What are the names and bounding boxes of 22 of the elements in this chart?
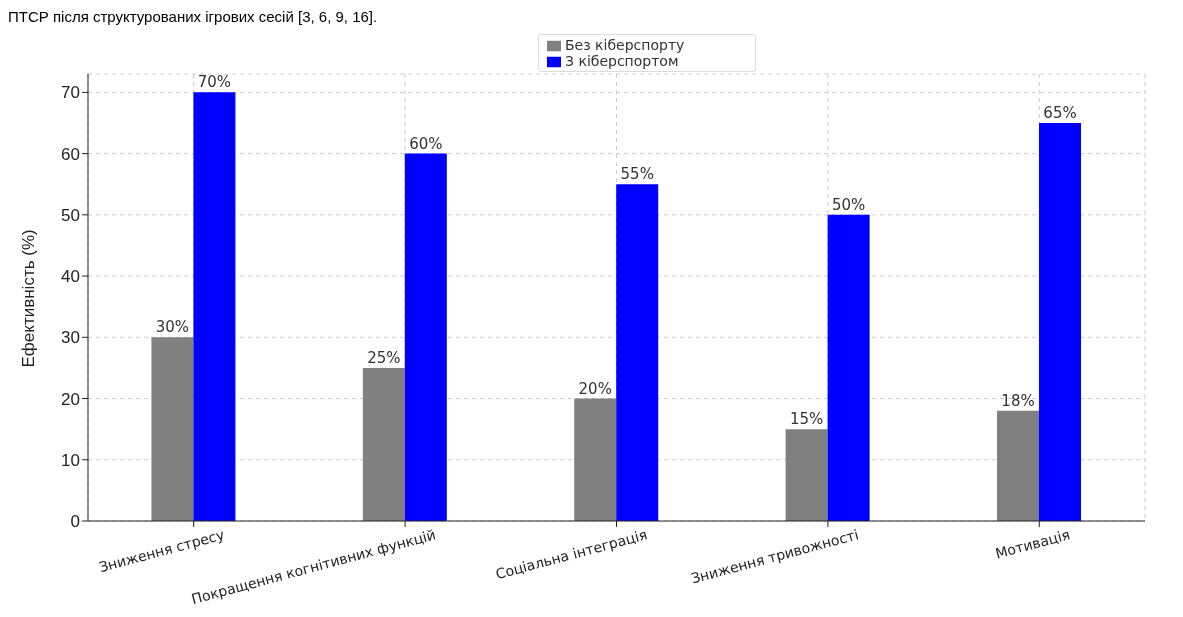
y-tick-label: 50	[61, 205, 80, 225]
y-tick-label: 30	[61, 328, 80, 348]
data-label: 70%	[197, 73, 232, 92]
data-label: 15%	[789, 410, 824, 429]
y-tick-label: 10	[61, 450, 80, 470]
y-tick-label: 40	[61, 267, 80, 287]
data-label: 20%	[578, 379, 612, 398]
y-tick-label: 70	[61, 83, 80, 103]
y-axis-title: Ефективність (%)	[19, 229, 39, 368]
text: ПТСР після структурованих ігрових сесій [3, 6, 9, 16].	[8, 8, 379, 26]
data-label: 50%	[831, 195, 866, 214]
data-label: 60%	[409, 134, 443, 153]
y-tick-label: 60	[61, 144, 80, 164]
data-label: 18%	[1001, 391, 1035, 410]
data-label: 55%	[620, 165, 654, 184]
data-label: 30%	[155, 318, 190, 337]
legend-label: Без кіберспорту	[565, 37, 685, 53]
data-label: 65%	[1043, 103, 1077, 122]
legend-label: З кіберспортом	[565, 53, 679, 69]
y-tick-label: 0	[70, 512, 80, 532]
y-tick-label: 20	[61, 389, 80, 409]
data-label: 25%	[367, 348, 401, 367]
